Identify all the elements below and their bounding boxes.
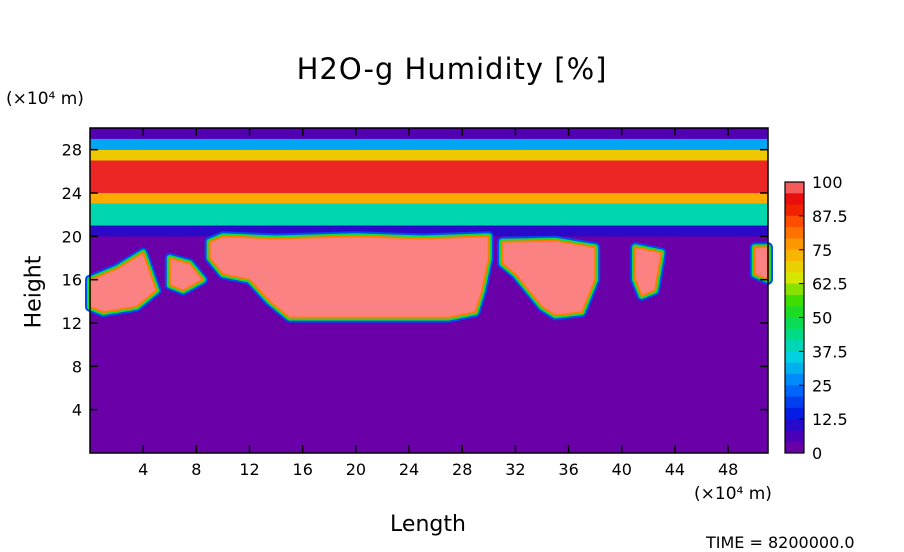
colorbar-segment (785, 419, 804, 431)
plot-frame (89, 127, 769, 454)
colorbar-segment (785, 238, 804, 251)
x-axis-label: Length (390, 512, 466, 537)
colorbar-segment (785, 182, 804, 194)
colorbar-tick-label: 87.5 (812, 207, 848, 226)
y-axis-unit: (×10⁴ m) (6, 89, 84, 109)
colorbar-segment (785, 373, 804, 386)
moist-region (634, 246, 663, 297)
x-axis-unit: (×10⁴ m) (694, 484, 772, 504)
y-tick-label: 20 (62, 227, 82, 246)
x-tick-label: 28 (452, 460, 472, 479)
x-tick-label: 44 (665, 460, 685, 479)
heatmap-band (90, 128, 768, 139)
heatmap-band (90, 193, 768, 204)
x-tick-label: 40 (612, 460, 632, 479)
colorbar-segment (785, 407, 804, 420)
chart-title: H2O-g Humidity [%] (296, 52, 608, 86)
moist-region (168, 257, 204, 292)
colorbar-tick-label: 0 (812, 444, 822, 463)
colorbar-segment (785, 396, 804, 409)
colorbar-tick-label: 37.5 (812, 342, 848, 361)
x-tick-label: 20 (346, 460, 366, 479)
colorbar-segment (785, 351, 804, 364)
x-tick-label: 24 (399, 460, 419, 479)
moist-region (501, 239, 597, 317)
y-tick-label: 12 (62, 314, 82, 333)
x-tick-label: 36 (558, 460, 578, 479)
colorbar-tick-label: 62.5 (812, 275, 848, 294)
y-tick-label: 28 (62, 141, 82, 160)
x-tick-label: 8 (191, 460, 201, 479)
heatmap-band (90, 160, 768, 193)
colorbar-segment (785, 193, 804, 206)
colorbar-segment (785, 317, 804, 330)
colorbar-tick-label: 12.5 (812, 410, 848, 429)
colorbar-segment (785, 328, 804, 341)
colorbar-segment (785, 215, 804, 228)
colorbar-tick-label: 75 (812, 241, 832, 260)
colorbar-segment (785, 385, 804, 398)
x-tick-label: 4 (138, 460, 148, 479)
y-tick-label: 16 (62, 271, 82, 290)
x-tick-label: 12 (239, 460, 259, 479)
x-tick-label: 16 (293, 460, 313, 479)
moist-region (753, 246, 769, 281)
x-tick-label: 48 (718, 460, 738, 479)
colorbar-segment (785, 294, 804, 307)
colorbar-tick-label: 25 (812, 376, 832, 395)
colorbar-segment (785, 441, 804, 454)
y-tick-label: 24 (62, 184, 82, 203)
moist-region (89, 251, 158, 314)
colorbar-segment (785, 261, 804, 273)
y-tick-label: 8 (72, 357, 82, 376)
colorbar-segment (785, 227, 804, 239)
heatmap-band (90, 203, 768, 226)
y-tick-label: 4 (72, 401, 82, 420)
colorbar-segment (785, 306, 804, 318)
colorbar-tick-label: 50 (812, 309, 832, 328)
colorbar-segment (785, 283, 804, 296)
colorbar-segment (785, 430, 804, 443)
heatmap-band (90, 225, 768, 237)
heatmap-band (90, 138, 768, 150)
colorbar-segment (785, 204, 804, 217)
colorbar-tick-label: 100 (812, 173, 843, 192)
moist-region (208, 235, 490, 319)
x-tick-label: 32 (505, 460, 525, 479)
heatmap-band (90, 149, 768, 161)
colorbar-segment (785, 340, 804, 352)
colorbar-segment (785, 362, 804, 375)
colorbar-segment (785, 272, 804, 285)
colorbar-segment (785, 249, 804, 262)
